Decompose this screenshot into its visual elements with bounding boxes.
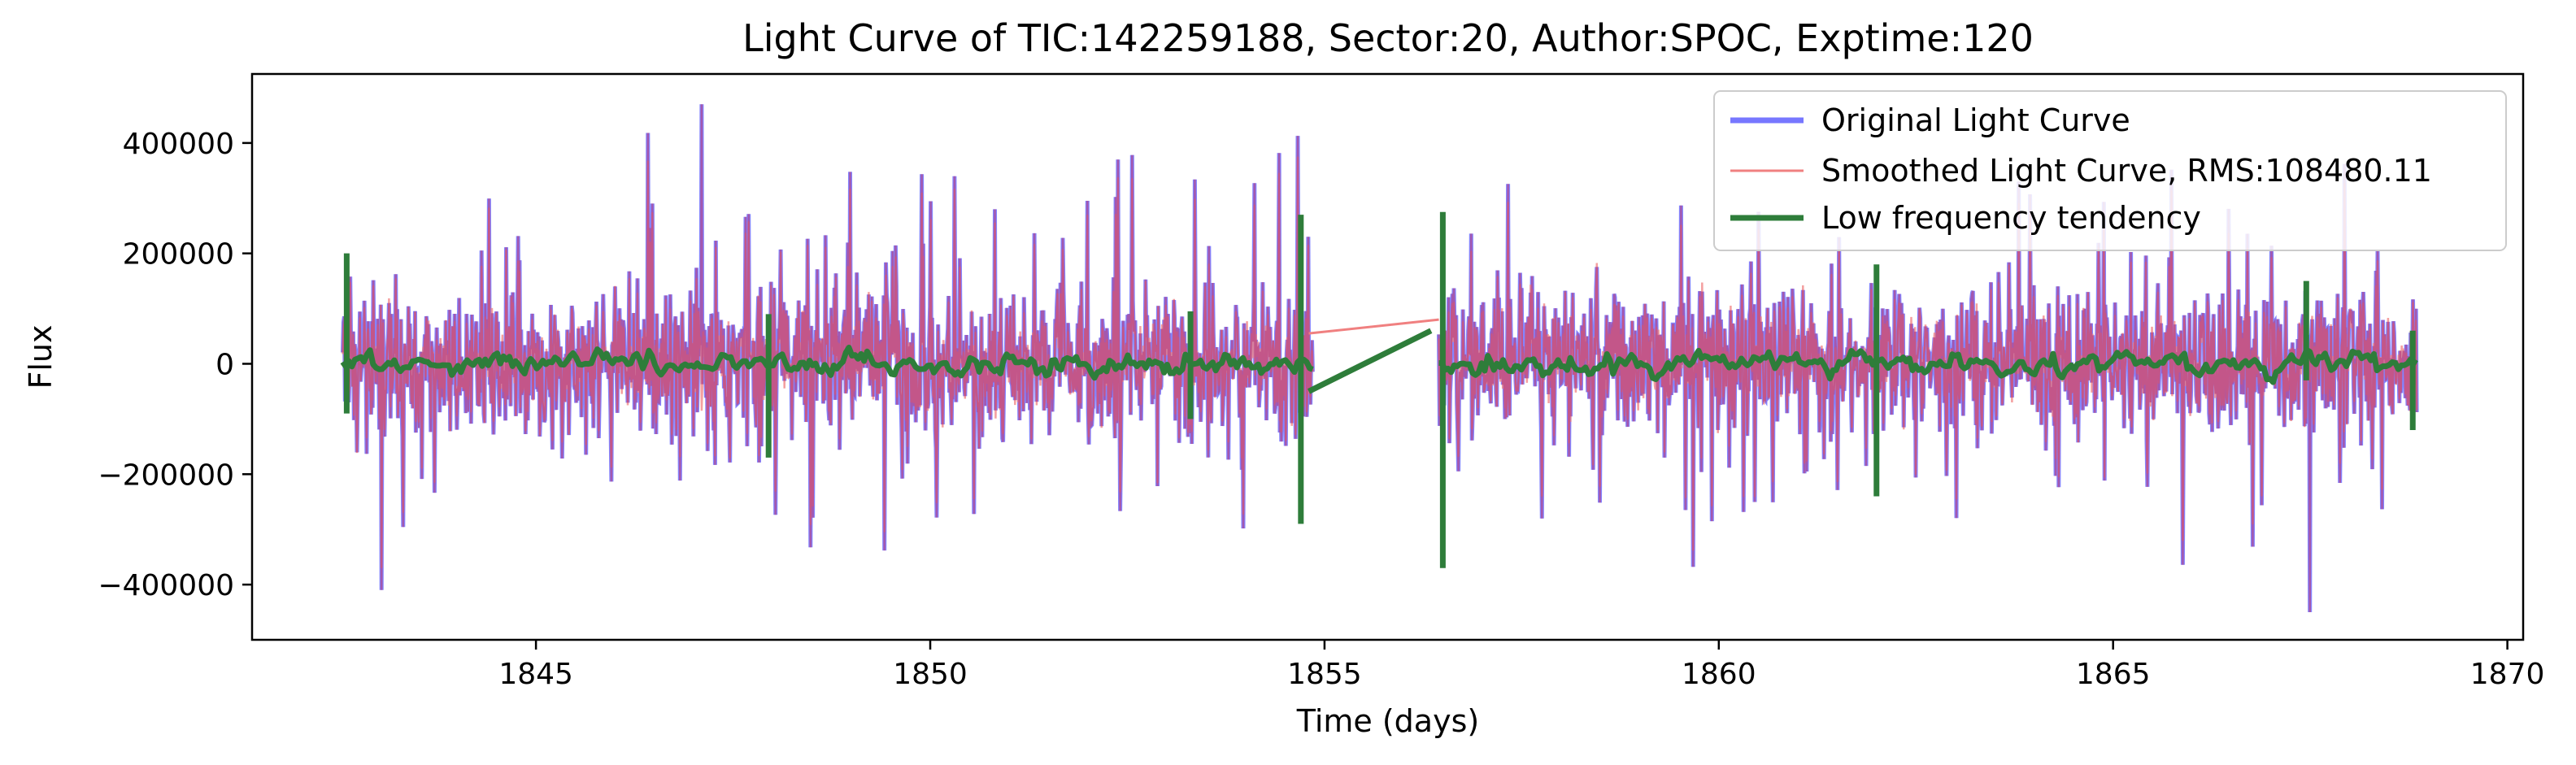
y-axis-ticks: −400000 −200000 0 200000 400000 — [98, 128, 252, 602]
series-low-frequency-segment — [1438, 346, 2418, 385]
x-tick-label: 1870 — [2470, 658, 2545, 691]
y-tick-label: −400000 — [98, 569, 234, 602]
low-frequency-gap-bridge — [1307, 328, 1433, 394]
y-tick-label: 400000 — [123, 128, 234, 161]
y-axis-label: Flux — [23, 325, 59, 389]
series-overlap-segment — [1438, 163, 2418, 613]
x-tick-label: 1845 — [498, 658, 573, 691]
x-tick-label: 1860 — [1682, 658, 1756, 691]
y-tick-label: 200000 — [123, 238, 234, 272]
x-axis-label: Time (days) — [1296, 703, 1479, 739]
x-tick-label: 1865 — [2076, 658, 2151, 691]
legend-label-original: Original Light Curve — [1821, 102, 2130, 138]
x-axis-ticks: 1845 1850 1855 1860 1865 1870 — [498, 640, 2544, 691]
y-tick-label: 0 — [215, 348, 234, 381]
plot-area — [340, 104, 2419, 613]
legend-label-low-frequency: Low frequency tendency — [1821, 200, 2201, 236]
series-overlap-segment — [342, 104, 1314, 590]
smoothed-gap-bridge — [1308, 318, 1439, 335]
axes-frame — [250, 72, 2525, 641]
series-low-frequency-segment — [340, 345, 1314, 381]
x-tick-label: 1850 — [893, 658, 968, 691]
legend: Original Light Curve Smoothed Light Curv… — [1713, 90, 2507, 251]
legend-label-smoothed: Smoothed Light Curve, RMS:108480.11 — [1821, 153, 2432, 189]
legend-box — [1713, 90, 2507, 251]
chart-title: Light Curve of TIC:142259188, Sector:20,… — [742, 16, 2034, 60]
y-tick-label: −200000 — [98, 459, 234, 492]
x-tick-label: 1855 — [1287, 658, 1362, 691]
